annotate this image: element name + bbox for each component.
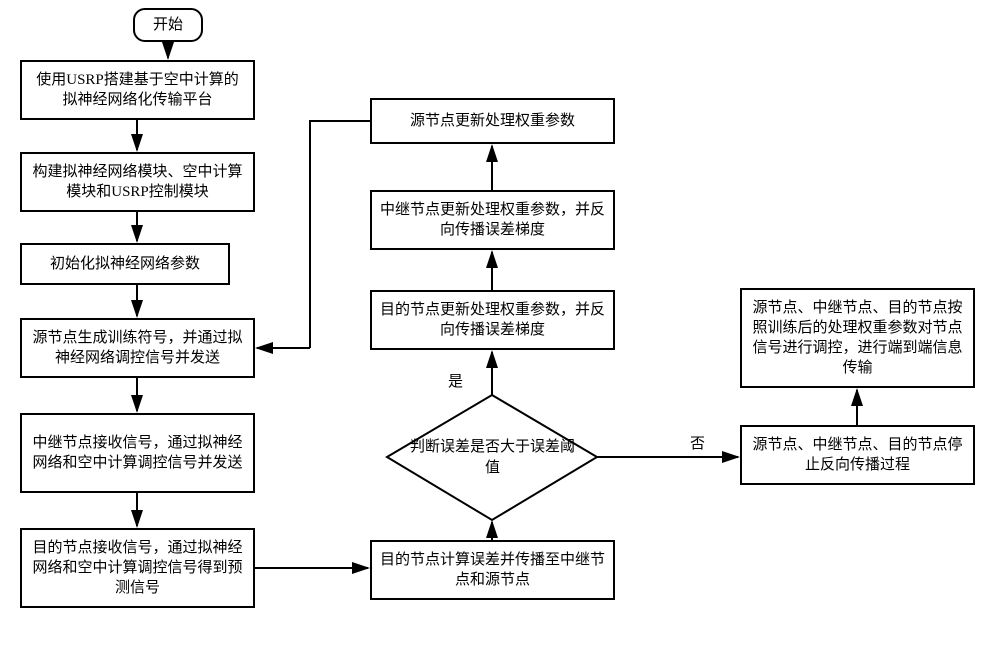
node-10: 源节点更新处理权重参数 [370,98,615,144]
edge-label-yes: 是 [448,370,463,391]
node-3: 初始化拟神经网络参数 [20,243,230,285]
node-11-label: 源节点、中继节点、目的节点停止反向传播过程 [750,435,965,476]
node-6: 目的节点接收信号，通过拟神经网络和空中计算调控信号得到预测信号 [20,528,255,608]
node-12: 源节点、中继节点、目的节点按照训练后的处理权重参数对节点信号进行调控，进行端到端… [740,288,975,388]
decision-node: 判断误差是否大于误差阈值 [410,420,575,495]
edge-label-no: 否 [690,432,705,453]
start-node: 开始 [133,8,203,42]
node-10-label: 源节点更新处理权重参数 [410,111,575,131]
node-6-label: 目的节点接收信号，通过拟神经网络和空中计算调控信号得到预测信号 [30,538,245,599]
node-11: 源节点、中继节点、目的节点停止反向传播过程 [740,425,975,485]
node-1: 使用USRP搭建基于空中计算的拟神经网络化传输平台 [20,60,255,120]
node-2: 构建拟神经网络模块、空中计算模块和USRP控制模块 [20,152,255,212]
node-3-label: 初始化拟神经网络参数 [50,254,200,274]
node-1-label: 使用USRP搭建基于空中计算的拟神经网络化传输平台 [30,70,245,111]
node-9: 中继节点更新处理权重参数，并反向传播误差梯度 [370,190,615,250]
node-5: 中继节点接收信号，通过拟神经网络和空中计算调控信号并发送 [20,413,255,493]
node-8: 目的节点更新处理权重参数，并反向传播误差梯度 [370,290,615,350]
node-5-label: 中继节点接收信号，通过拟神经网络和空中计算调控信号并发送 [30,433,245,474]
node-8-label: 目的节点更新处理权重参数，并反向传播误差梯度 [380,300,605,341]
node-12-label: 源节点、中继节点、目的节点按照训练后的处理权重参数对节点信号进行调控，进行端到端… [750,298,965,379]
node-9-label: 中继节点更新处理权重参数，并反向传播误差梯度 [380,200,605,241]
node-2-label: 构建拟神经网络模块、空中计算模块和USRP控制模块 [30,162,245,203]
start-label: 开始 [153,15,183,35]
node-7: 目的节点计算误差并传播至中继节点和源节点 [370,540,615,600]
node-7-label: 目的节点计算误差并传播至中继节点和源节点 [380,550,605,591]
node-4-label: 源节点生成训练符号，并通过拟神经网络调控信号并发送 [30,328,245,369]
decision-label: 判断误差是否大于误差阈值 [410,437,575,478]
node-4: 源节点生成训练符号，并通过拟神经网络调控信号并发送 [20,318,255,378]
